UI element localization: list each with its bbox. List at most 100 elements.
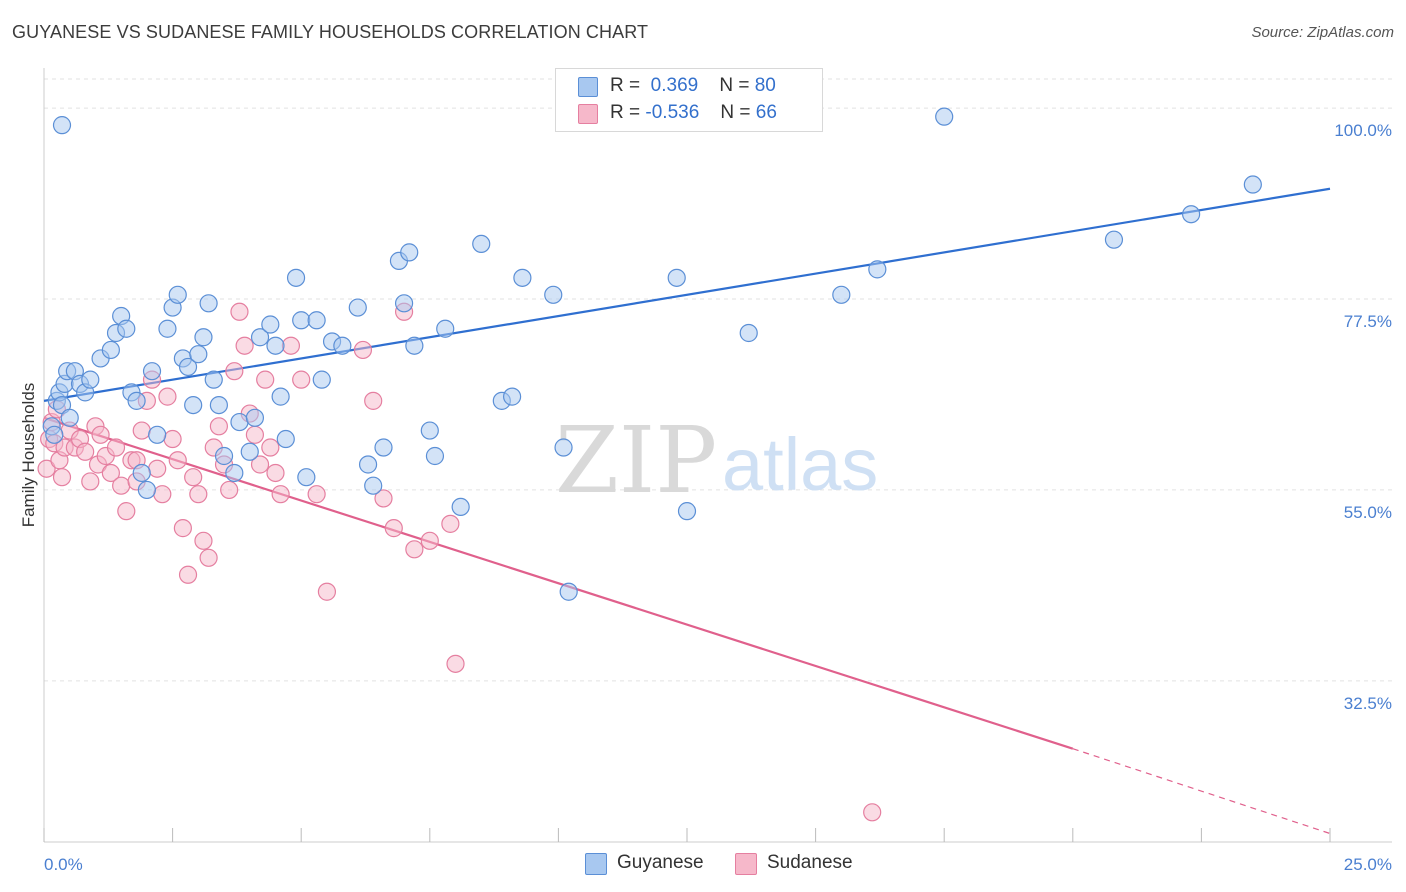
guyanese-point — [1104, 230, 1124, 249]
guyanese-point — [45, 425, 64, 444]
sudanese-point — [168, 451, 187, 470]
sudanese-point — [112, 476, 131, 495]
sudanese-point — [178, 565, 198, 584]
sudanese-legend-label: Sudanese — [767, 852, 853, 873]
sudanese-point — [189, 485, 208, 504]
guyanese-point — [137, 480, 156, 500]
y-axis-label: Family Households — [19, 383, 38, 528]
sudanese-point — [353, 340, 373, 360]
sudanese-point — [441, 514, 460, 533]
legend-text-sudanese: R = -0.536 N = 66 — [610, 102, 777, 124]
axes — [43, 68, 1392, 843]
sudanese-point — [52, 468, 72, 487]
guyanese-point — [554, 438, 573, 457]
sudanese-point — [194, 531, 213, 550]
guyanese-point — [292, 311, 311, 330]
guyanese-point — [230, 412, 249, 432]
sudanese-point — [271, 485, 290, 504]
watermark-zip: ZIP — [555, 407, 717, 514]
r-label: R = — [610, 102, 641, 123]
guyanese-point — [127, 391, 146, 410]
guyanese-point — [400, 243, 419, 262]
x-tick-label: 25.0% — [1344, 855, 1392, 874]
sudanese-point — [117, 502, 136, 521]
sudanese-point — [91, 425, 110, 444]
sudanese-point — [220, 480, 239, 500]
guyanese-point — [1243, 175, 1262, 194]
sudanese-point — [364, 391, 383, 410]
y-tick-label: 32.5% — [1344, 694, 1392, 713]
guyanese-point — [739, 323, 758, 343]
sudanese-point — [81, 472, 100, 491]
watermark-atlas: atlas — [722, 423, 878, 506]
guyanese-point — [374, 438, 393, 457]
guyanese-point — [503, 387, 522, 406]
guyanese-point — [677, 502, 697, 521]
guyanese-point — [472, 234, 491, 254]
r-value: 0.369 — [650, 75, 699, 96]
guyanese-point — [425, 446, 445, 466]
sudanese-point — [225, 362, 244, 381]
sudanese-point — [266, 463, 285, 483]
chart-title: GUYANESE VS SUDANESE FAMILY HOUSEHOLDS C… — [12, 22, 649, 42]
sudanese-point — [405, 540, 424, 559]
guyanese-point — [148, 425, 167, 444]
guyanese-point — [667, 268, 686, 287]
guyanese-point — [189, 345, 208, 364]
guyanese-point — [544, 285, 563, 304]
sudanese-point — [420, 531, 439, 550]
guyanese-point — [204, 370, 223, 389]
guyanese-swatch — [578, 77, 598, 97]
y-tick-label: 55.0% — [1344, 503, 1392, 522]
guyanese-point — [225, 463, 244, 483]
trend-lines — [43, 187, 1331, 835]
sudanese-point — [173, 519, 192, 538]
sudanese-point — [163, 429, 182, 449]
sudanese-point — [292, 370, 311, 389]
guyanese-point — [209, 395, 228, 415]
sudanese-point — [281, 336, 301, 355]
legend-text-guyanese: R = 0.369 N = 80 — [610, 75, 776, 97]
guyanese-point — [297, 468, 316, 487]
guyanese-point — [266, 336, 285, 355]
sudanese-point — [230, 302, 249, 321]
watermark: ZIP atlas — [555, 407, 878, 514]
sudanese-trend-extension — [1072, 748, 1331, 835]
guyanese-point — [513, 268, 532, 287]
guyanese-point — [168, 285, 187, 304]
sudanese-point — [250, 455, 270, 474]
sudanese-legend-swatch — [735, 853, 757, 875]
guyanese-point — [559, 582, 578, 601]
guyanese-legend-swatch — [585, 853, 607, 875]
guyanese-point — [276, 429, 295, 449]
sudanese-point — [184, 468, 203, 487]
sudanese-point — [384, 519, 403, 538]
sudanese-point — [209, 417, 228, 436]
sudanese-point — [153, 485, 172, 504]
guyanese-point — [436, 319, 455, 338]
sudanese-point — [76, 442, 95, 461]
sudanese-point — [37, 459, 56, 478]
r-value: -0.536 — [645, 102, 700, 123]
guyanese-point — [1182, 205, 1201, 224]
sudanese-point — [446, 654, 465, 673]
sudanese-trend-line — [43, 416, 1074, 750]
guyanese-point — [158, 319, 177, 338]
guyanese-point — [194, 328, 213, 347]
n-label: N = — [719, 75, 750, 96]
n-value: 66 — [755, 102, 777, 123]
guyanese-point — [250, 328, 270, 347]
data-points — [37, 107, 1262, 822]
guyanese-point — [261, 315, 280, 334]
guyanese-point — [81, 370, 100, 389]
guyanese-point — [307, 311, 326, 330]
sudanese-point — [199, 548, 218, 567]
guyanese-point — [132, 463, 151, 483]
guyanese-legend-label: Guyanese — [617, 852, 704, 873]
guyanese-point — [214, 446, 234, 466]
guyanese-point — [935, 107, 954, 126]
guyanese-point — [420, 421, 439, 440]
guyanese-point — [405, 336, 424, 355]
sudanese-point — [245, 425, 265, 444]
